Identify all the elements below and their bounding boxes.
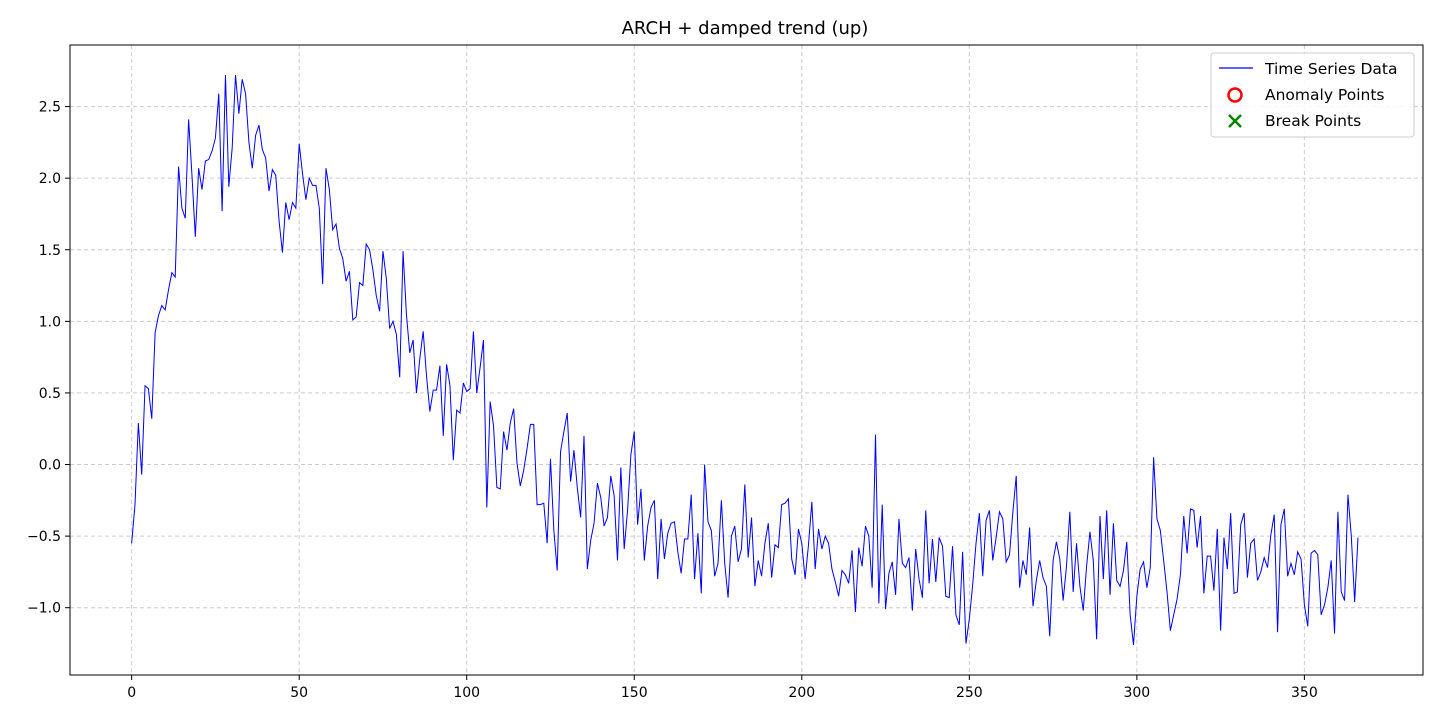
x-tick-label: 50 <box>290 685 308 701</box>
legend-circle-icon <box>1227 87 1243 103</box>
chart-title: ARCH + damped trend (up) <box>622 18 869 39</box>
y-axis-ticks: −1.0 −0.5 0.0 0.5 1.0 1.5 2.0 2.5 <box>27 100 70 617</box>
x-tick-label: 150 <box>621 685 648 701</box>
y-tick-label: −1.0 <box>27 601 61 617</box>
x-tick-label: 0 <box>127 685 136 701</box>
series-layer <box>131 75 1359 645</box>
y-tick-label: 0.5 <box>39 386 61 402</box>
legend-label-break: Break Points <box>1265 112 1361 130</box>
legend-label-anomaly: Anomaly Points <box>1265 86 1384 104</box>
legend-x-icon <box>1228 114 1242 128</box>
legend: Time Series Data Anomaly Points Break Po… <box>1210 52 1415 138</box>
x-tick-label: 350 <box>1291 685 1318 701</box>
y-tick-label: 1.0 <box>39 314 61 330</box>
y-tick-label: 1.5 <box>39 243 61 259</box>
x-axis-ticks: 0 50 100 150 200 250 300 350 <box>127 675 1318 701</box>
y-tick-label: −0.5 <box>27 529 61 545</box>
x-tick-label: 200 <box>788 685 815 701</box>
y-tick-label: 2.0 <box>39 171 61 187</box>
plot-frame <box>69 44 1424 676</box>
y-tick-label: 2.5 <box>39 100 61 116</box>
legend-label-time-series: Time Series Data <box>1264 60 1397 78</box>
grid-lines <box>70 45 1423 675</box>
x-tick-label: 250 <box>956 685 983 701</box>
y-tick-label: 0.0 <box>39 458 61 474</box>
x-tick-label: 100 <box>453 685 480 701</box>
legend-box <box>1210 52 1415 138</box>
x-tick-label: 300 <box>1123 685 1150 701</box>
series-line-time-series <box>131 75 1359 645</box>
